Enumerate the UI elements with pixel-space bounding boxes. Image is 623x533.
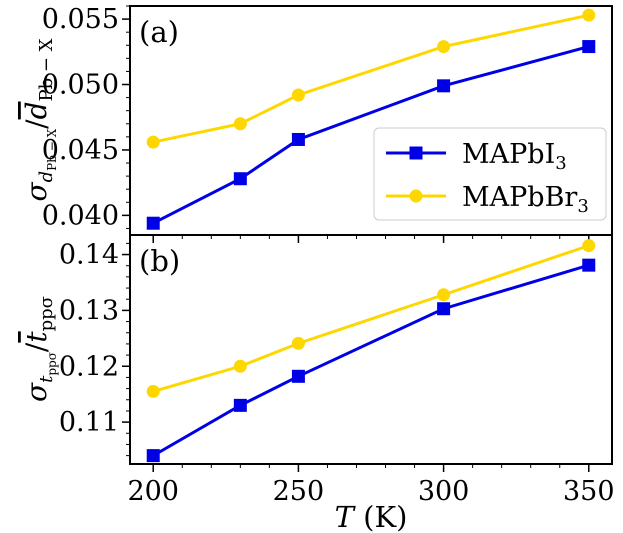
plot-frame bbox=[129, 234, 613, 465]
data-point bbox=[437, 288, 451, 302]
y-tick-label: 0.050 bbox=[42, 70, 119, 101]
panel-label: (a) bbox=[139, 15, 179, 49]
data-point bbox=[582, 40, 596, 54]
series-line bbox=[152, 263, 590, 457]
legend-entry: MAPbBr3 bbox=[462, 182, 589, 217]
x-tick-label: 200 bbox=[127, 476, 179, 507]
data-point bbox=[437, 79, 451, 93]
data-point bbox=[233, 117, 247, 131]
data-point bbox=[437, 40, 451, 54]
legend: MAPbI3 MAPbBr3 bbox=[373, 127, 607, 221]
data-point bbox=[291, 369, 305, 383]
legend-marker bbox=[409, 146, 423, 160]
data-point bbox=[582, 258, 596, 272]
series-line bbox=[152, 13, 590, 144]
data-point bbox=[233, 398, 247, 412]
data-point bbox=[582, 8, 596, 22]
data-point bbox=[146, 135, 160, 149]
series-line bbox=[152, 244, 590, 393]
y-tick-label: 0.14 bbox=[59, 240, 119, 271]
y-axis-label: σdPb − X/dPb − X bbox=[20, 38, 59, 201]
y-tick-label: 0.040 bbox=[42, 200, 119, 231]
x-tick-label: 350 bbox=[563, 476, 615, 507]
data-point bbox=[233, 172, 247, 186]
y-tick-label: 0.13 bbox=[59, 295, 119, 326]
data-point bbox=[146, 384, 160, 398]
x-tick-label: 300 bbox=[418, 476, 470, 507]
y-tick-label: 0.12 bbox=[59, 351, 119, 382]
legend-marker bbox=[409, 189, 423, 203]
data-point bbox=[291, 336, 305, 350]
data-point bbox=[291, 88, 305, 102]
y-tick-label: 0.055 bbox=[42, 4, 119, 35]
y-axis-label: σtppσ/tppσ bbox=[20, 296, 59, 402]
data-point bbox=[582, 239, 596, 253]
data-point bbox=[146, 449, 160, 463]
data-point bbox=[437, 302, 451, 316]
data-point bbox=[146, 216, 160, 230]
y-tick-label: 0.045 bbox=[42, 135, 119, 166]
panel-label: (b) bbox=[139, 244, 180, 278]
legend-entry: MAPbI3 bbox=[462, 139, 567, 174]
data-point bbox=[233, 359, 247, 373]
x-axis-label: T (K) bbox=[335, 500, 408, 533]
panel-a: 0.040 0.045 0.050 0.055 (a) MAPbI3 MAPbBr3 bbox=[42, 4, 613, 243]
x-tick-label: 250 bbox=[273, 476, 325, 507]
panel-b: 0.11 0.12 0.13 0.14 200 250 300 350 (b) bbox=[59, 234, 615, 507]
y-tick-label: 0.11 bbox=[59, 407, 119, 438]
data-point bbox=[291, 132, 305, 146]
axis-labels: σdPb − X/dPb − X σtppσ/tppσ T (K) bbox=[20, 38, 407, 533]
